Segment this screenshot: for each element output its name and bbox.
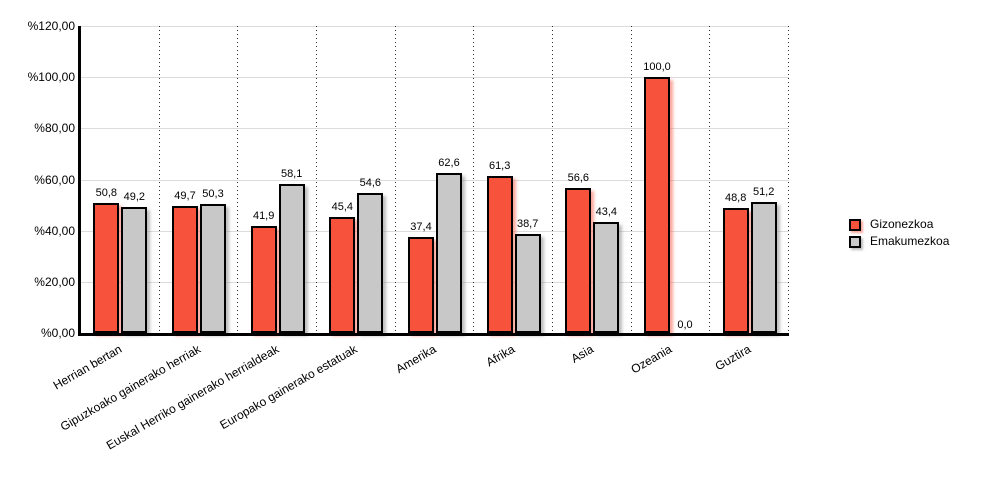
bar-value-label: 100,0	[643, 61, 671, 74]
x-axis-line	[78, 333, 789, 336]
gridline-100	[81, 77, 789, 79]
bar-value-label: 0,0	[677, 319, 693, 331]
category-label: Gipuzkoako gainerako herriak	[57, 341, 203, 434]
category-separator	[473, 26, 475, 333]
bar-gizonezkoa	[408, 237, 434, 333]
legend: Gizonezkoa Emakumezkoa	[849, 218, 949, 248]
bar-value-label: 48,8	[724, 192, 747, 205]
bar-gizonezkoa	[329, 216, 356, 333]
bar-value-label: 49,2	[123, 191, 146, 204]
bar-gizonezkoa	[250, 225, 277, 333]
bar-emakumezkoa	[514, 234, 541, 333]
bar-gizonezkoa	[486, 176, 513, 333]
bar-value-label: 38,7	[516, 218, 539, 230]
category-separator	[158, 26, 160, 333]
category-label: Europako gainerako estatuak	[217, 341, 360, 433]
bar-value-label: 37,4	[410, 221, 432, 234]
bar-gizonezkoa	[565, 188, 592, 333]
gridline-80	[81, 128, 789, 130]
legend-label-emakumezkoa: Emakumezkoa	[870, 234, 950, 248]
y-axis-tick-label: %100,00	[27, 70, 75, 85]
bar-value-label: 49,7	[174, 189, 196, 202]
legend-label-gizonezkoa: Gizonezkoa	[870, 217, 934, 231]
category-separator	[316, 26, 317, 333]
bar-gizonezkoa	[172, 205, 198, 333]
category-separator	[552, 26, 553, 333]
y-axis-tick-label: %120,00	[27, 19, 75, 33]
gridline-60	[81, 179, 789, 181]
bar-emakumezkoa	[750, 202, 777, 333]
bar-value-label: 56,6	[567, 172, 590, 185]
bar-emakumezkoa	[121, 207, 148, 333]
legend-item-gizonezkoa: Gizonezkoa	[849, 218, 949, 231]
category-label: Afrika	[483, 341, 518, 370]
gridline-120	[81, 26, 789, 27]
y-axis-tick-label: %0,00	[40, 326, 75, 340]
category-separator	[788, 26, 789, 333]
y-axis-tick-label: %20,00	[34, 274, 75, 289]
bar-value-label: 51,2	[752, 186, 775, 199]
legend-swatch-red-icon	[849, 218, 861, 231]
category-separator	[709, 26, 711, 333]
bar-gizonezkoa	[644, 77, 670, 333]
bar-value-label: 62,6	[438, 156, 460, 169]
bar-value-label: 43,4	[595, 205, 618, 218]
y-axis-line	[78, 26, 81, 336]
legend-swatch-gray-icon	[849, 235, 861, 248]
bar-value-label: 50,8	[95, 187, 118, 200]
gridline-40	[81, 230, 789, 232]
bar-emakumezkoa	[593, 221, 620, 333]
category-separator	[630, 26, 632, 333]
bar-value-label: 50,3	[202, 188, 224, 201]
bar-emakumezkoa	[357, 193, 384, 333]
plot-area: 50,8 49,2 49,7 50,3 41,9 58,1 45,4 54,6 37,4 62,6…	[78, 26, 789, 336]
bar-gizonezkoa	[722, 208, 749, 333]
category-label: Ozeania	[628, 341, 675, 377]
category-label: Guztira	[712, 341, 754, 374]
category-label: Amerika	[393, 341, 439, 377]
y-axis: %0,00 %20,00 %40,00 %60,00 %80,00 %100,00 %120…	[0, 0, 75, 500]
bar-value-label: 45,4	[331, 200, 354, 213]
y-axis-tick-label: %40,00	[34, 223, 75, 238]
category-label: Asia	[568, 341, 596, 366]
bar-emakumezkoa	[278, 184, 305, 333]
bar-gizonezkoa	[93, 203, 120, 333]
bar-value-label: 54,6	[359, 177, 382, 190]
y-axis-tick-label: %80,00	[34, 121, 75, 136]
category-separator	[394, 26, 396, 333]
bar-value-label: 58,1	[280, 168, 303, 181]
category-separator	[237, 26, 239, 333]
bar-emakumezkoa	[436, 172, 462, 333]
bar-emakumezkoa	[200, 204, 226, 333]
y-axis-tick-label: %60,00	[34, 172, 75, 187]
gridline-20	[81, 281, 789, 283]
legend-item-emakumezkoa: Emakumezkoa	[849, 235, 949, 248]
bar-value-label: 61,3	[488, 160, 511, 173]
bar-value-label: 41,9	[252, 209, 275, 222]
